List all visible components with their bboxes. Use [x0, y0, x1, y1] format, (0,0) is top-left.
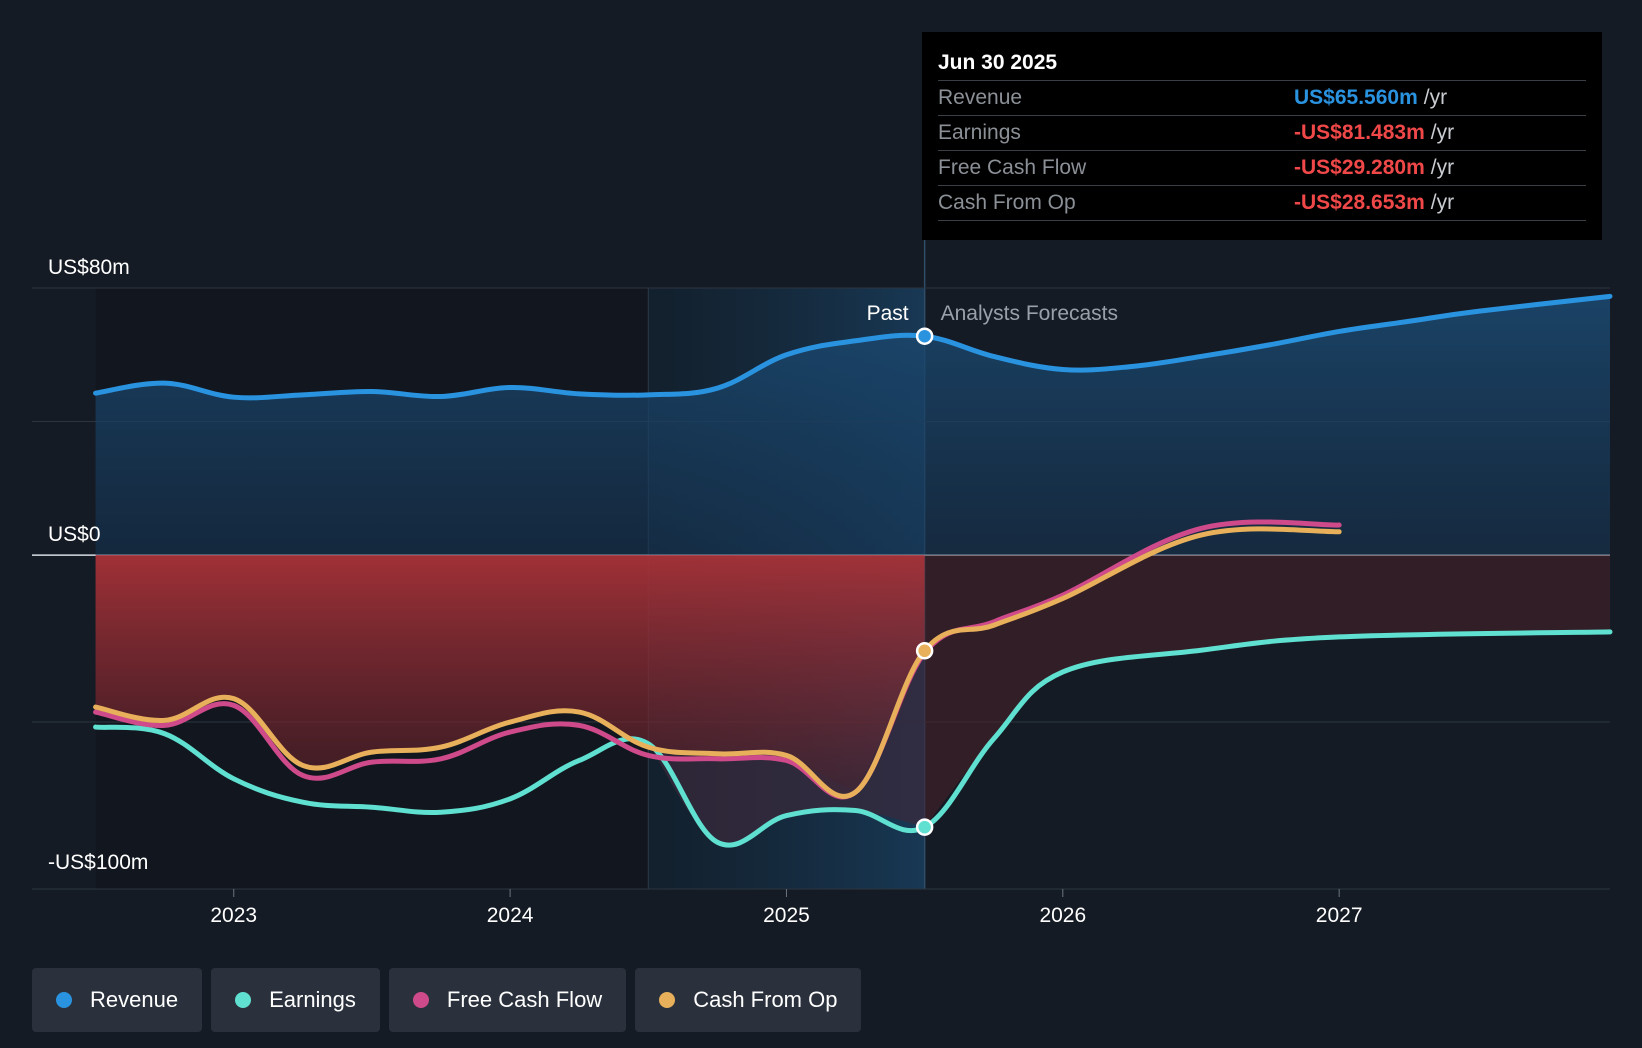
tooltip-value: US$65.560m — [1294, 86, 1418, 109]
legend: Revenue Earnings Free Cash Flow Cash Fro… — [32, 968, 862, 1032]
x-axis-label: 2025 — [763, 904, 810, 927]
tooltip-label: Revenue — [938, 86, 1023, 109]
cash-from-op-dot-icon — [659, 992, 676, 1008]
legend-label: Earnings — [269, 987, 356, 1012]
revenue-dot-icon — [56, 992, 72, 1008]
x-axis-label: 2023 — [210, 904, 257, 927]
revenue-marker — [915, 327, 934, 345]
legend-item-revenue[interactable]: Revenue — [32, 968, 203, 1032]
legend-item-earnings[interactable]: Earnings — [211, 968, 380, 1032]
legend-label: Cash From Op — [693, 987, 838, 1012]
free-cash-flow-dot-icon — [412, 992, 429, 1008]
tooltip-date: Jun 30 2025 — [938, 51, 1058, 74]
tooltip-unit: /yr — [1430, 121, 1455, 144]
earnings-marker — [915, 818, 934, 836]
tooltip-unit: /yr — [1430, 191, 1455, 214]
tooltip-value: -US$29.280m — [1294, 156, 1425, 179]
legend-item-cash-from-op[interactable]: Cash From Op — [635, 968, 862, 1032]
tooltip-row-cash-from-op: Cash From Op -US$28.653m /yr — [938, 185, 1586, 221]
legend-label: Free Cash Flow — [446, 987, 603, 1012]
tooltip: Jun 30 2025 Revenue US$65.560m /yr Earni… — [922, 32, 1602, 240]
forecast-negative-area — [924, 555, 1610, 828]
tooltip-row-earnings: Earnings -US$81.483m /yr — [938, 115, 1586, 150]
x-axis-label: 2026 — [1039, 904, 1086, 927]
tooltip-unit: /yr — [1430, 156, 1455, 179]
x-axis-label: 2027 — [1316, 904, 1363, 927]
negative-area — [95, 555, 925, 797]
free-cash-flow-line — [93, 519, 1342, 800]
y-axis-label: -US$100m — [48, 851, 148, 874]
revenue-line — [93, 293, 1613, 401]
y-axis-label: US$80m — [48, 256, 130, 279]
tooltip-label: Cash From Op — [938, 191, 1076, 214]
forecast-label: Analysts Forecasts — [941, 302, 1118, 325]
tooltip-label: Earnings — [938, 121, 1021, 144]
legend-label: Revenue — [90, 987, 179, 1012]
past-label: Past — [867, 302, 909, 325]
earnings-gap-area — [648, 650, 925, 846]
tooltip-unit: /yr — [1423, 86, 1448, 109]
earnings-dot-icon — [235, 992, 252, 1008]
tooltip-row-free-cash-flow: Free Cash Flow -US$29.280m /yr — [938, 150, 1586, 185]
cash-from-op-marker — [915, 642, 934, 660]
y-axis-label: US$0 — [48, 523, 101, 546]
earnings-line — [93, 629, 1613, 848]
cash-from-op-line — [93, 526, 1342, 799]
revenue-area — [95, 296, 1611, 556]
legend-item-free-cash-flow[interactable]: Free Cash Flow — [388, 968, 627, 1032]
tooltip-row-revenue: Revenue US$65.560m /yr — [938, 80, 1586, 115]
tooltip-value: -US$81.483m — [1294, 121, 1425, 144]
x-axis-label: 2024 — [487, 904, 534, 927]
tooltip-value: -US$28.653m — [1294, 191, 1425, 214]
tooltip-label: Free Cash Flow — [938, 156, 1087, 179]
